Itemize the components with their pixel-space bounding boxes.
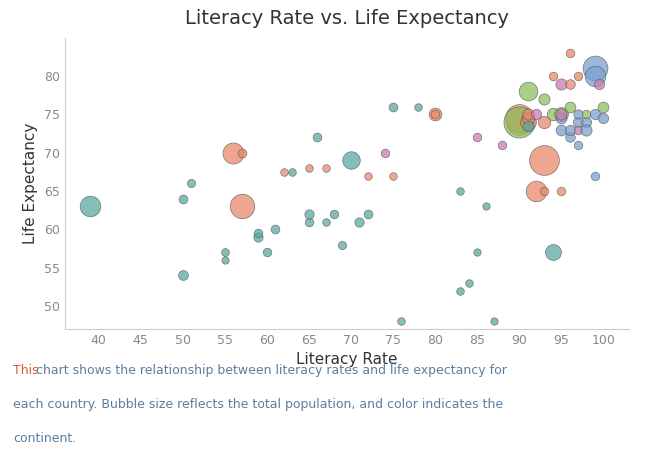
Point xyxy=(338,241,348,249)
Point xyxy=(539,95,550,103)
Point xyxy=(228,149,238,157)
Point xyxy=(522,122,533,130)
Text: each country. Bubble size reflects the total population, and color indicates the: each country. Bubble size reflects the t… xyxy=(13,398,503,411)
Point xyxy=(590,110,600,118)
Point xyxy=(362,210,373,218)
Point xyxy=(573,126,583,133)
Point xyxy=(312,133,323,141)
Point xyxy=(186,180,196,187)
Point xyxy=(321,218,331,226)
Point xyxy=(573,118,583,125)
Point xyxy=(220,249,230,256)
Point xyxy=(345,157,356,164)
Point xyxy=(279,168,289,176)
Point xyxy=(581,110,592,118)
Point xyxy=(564,80,575,87)
Point xyxy=(539,118,550,125)
Point xyxy=(489,318,499,325)
Title: Literacy Rate vs. Life Expectancy: Literacy Rate vs. Life Expectancy xyxy=(185,9,509,28)
Point xyxy=(548,72,558,80)
Point xyxy=(594,80,605,87)
Point xyxy=(556,126,566,133)
Point xyxy=(531,187,541,195)
Point xyxy=(388,172,398,180)
Point xyxy=(598,114,608,122)
Point xyxy=(237,203,247,210)
Point xyxy=(590,72,600,80)
Point xyxy=(220,256,230,264)
Point xyxy=(598,103,608,110)
Point xyxy=(304,210,314,218)
Point xyxy=(581,126,592,133)
Point xyxy=(522,118,533,125)
Text: This: This xyxy=(13,364,39,377)
Point xyxy=(539,157,550,164)
Point xyxy=(178,195,188,203)
Point xyxy=(304,164,314,172)
Point xyxy=(573,141,583,149)
Point xyxy=(590,64,600,72)
Point xyxy=(480,203,491,210)
Point xyxy=(472,249,482,256)
Point xyxy=(556,110,566,118)
Point xyxy=(522,87,533,95)
Point xyxy=(564,133,575,141)
Point xyxy=(253,233,264,241)
Point xyxy=(472,133,482,141)
Point xyxy=(321,164,331,172)
Point xyxy=(262,249,272,256)
Point xyxy=(556,187,566,195)
Point xyxy=(430,110,440,118)
Point xyxy=(548,110,558,118)
Point xyxy=(564,103,575,110)
Point xyxy=(497,141,507,149)
Point xyxy=(270,226,281,233)
Point xyxy=(463,279,474,287)
Point xyxy=(253,229,264,237)
Point xyxy=(354,218,364,226)
Point xyxy=(556,114,566,122)
Point xyxy=(581,118,592,125)
Text: continent.: continent. xyxy=(13,432,76,445)
Point xyxy=(388,103,398,110)
Point xyxy=(573,110,583,118)
Point xyxy=(573,72,583,80)
Y-axis label: Life Expectancy: Life Expectancy xyxy=(23,123,38,244)
Point xyxy=(455,287,465,294)
Point xyxy=(522,110,533,118)
Point xyxy=(304,218,314,226)
Point xyxy=(237,149,247,157)
Point xyxy=(522,114,533,122)
Text: chart shows the relationship between literacy rates and life expectancy for: chart shows the relationship between lit… xyxy=(32,364,507,377)
Point xyxy=(413,103,423,110)
Point xyxy=(548,249,558,256)
Point xyxy=(564,49,575,57)
Point xyxy=(178,272,188,279)
Point xyxy=(287,168,297,176)
Point xyxy=(362,172,373,180)
Point xyxy=(590,172,600,180)
Point xyxy=(514,118,524,125)
Point xyxy=(531,110,541,118)
Point xyxy=(430,110,440,118)
Point xyxy=(539,187,550,195)
Point xyxy=(329,210,340,218)
Point xyxy=(564,126,575,133)
Point xyxy=(396,318,406,325)
Point xyxy=(514,118,524,125)
Point xyxy=(556,80,566,87)
Point xyxy=(556,110,566,118)
Point xyxy=(455,187,465,195)
X-axis label: Literacy Rate: Literacy Rate xyxy=(296,352,397,368)
Point xyxy=(514,114,524,122)
Point xyxy=(379,149,389,157)
Point xyxy=(85,203,95,210)
